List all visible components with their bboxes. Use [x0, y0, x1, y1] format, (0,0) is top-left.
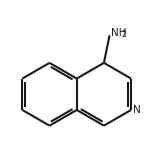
Text: 2: 2	[121, 30, 126, 39]
Text: N: N	[133, 105, 141, 115]
Text: NH: NH	[111, 28, 126, 38]
